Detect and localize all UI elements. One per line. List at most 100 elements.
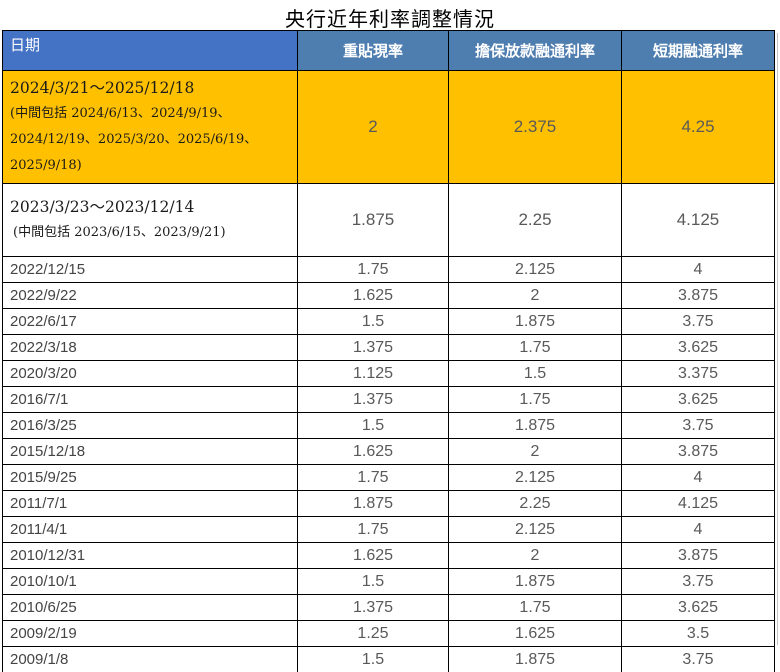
table-row: 2015/12/18 1.625 2 3.875 <box>2 438 775 465</box>
secured-loan-rate-cell: 2.125 <box>448 516 622 543</box>
rediscount-rate-cell: 1.5 <box>297 412 449 439</box>
col-header-date: 日期 <box>2 30 298 71</box>
secured-loan-rate-cell: 2.125 <box>448 464 622 491</box>
date-range: 2023/3/23～2023/12/14 <box>10 198 195 216</box>
rediscount-rate-cell: 1.5 <box>297 568 449 595</box>
secured-loan-rate-cell: 2 <box>448 282 622 309</box>
short-term-rate-cell: 3.875 <box>621 542 775 569</box>
rates-table: 日期 重貼現率 擔保放款融通利率 短期融通利率 2024/3/21～2025/1… <box>2 30 775 672</box>
table-row: 2020/3/20 1.125 1.5 3.375 <box>2 360 775 387</box>
rediscount-rate-cell: 1.75 <box>297 516 449 543</box>
table-row: 2022/6/17 1.5 1.875 3.75 <box>2 308 775 335</box>
table-row: 2022/3/18 1.375 1.75 3.625 <box>2 334 775 361</box>
short-term-rate-cell: 3.75 <box>621 308 775 335</box>
secured-loan-rate-cell: 1.75 <box>448 334 622 361</box>
short-term-rate-cell: 4 <box>621 516 775 543</box>
table-row: 2010/12/31 1.625 2 3.875 <box>2 542 775 569</box>
table-row: 2009/1/8 1.5 1.875 3.75 <box>2 646 775 672</box>
rediscount-rate-cell: 1.375 <box>297 334 449 361</box>
secured-loan-rate-cell: 1.75 <box>448 386 622 413</box>
table-row: 2016/7/1 1.375 1.75 3.625 <box>2 386 775 413</box>
date-cell: 2011/4/1 <box>2 516 298 543</box>
date-cell: 2010/10/1 <box>2 568 298 595</box>
table-row: 2015/9/25 1.75 2.125 4 <box>2 464 775 491</box>
rediscount-rate-cell: 1.75 <box>297 256 449 283</box>
table-row: 2010/10/1 1.5 1.875 3.75 <box>2 568 775 595</box>
short-term-rate-cell: 3.75 <box>621 568 775 595</box>
short-term-rate-cell: 3.625 <box>621 594 775 621</box>
date-cell: 2022/12/15 <box>2 256 298 283</box>
date-cell: 2015/9/25 <box>2 464 298 491</box>
rediscount-rate-cell: 2 <box>297 70 449 184</box>
table-row-2024-period: 2024/3/21～2025/12/18 (中間包括 2024/6/13、202… <box>2 70 775 184</box>
rediscount-rate-cell: 1.625 <box>297 542 449 569</box>
date-cell: 2020/3/20 <box>2 360 298 387</box>
date-cell: 2024/3/21～2025/12/18 (中間包括 2024/6/13、202… <box>2 70 298 184</box>
short-term-rate-cell: 3.625 <box>621 386 775 413</box>
rediscount-rate-cell: 1.25 <box>297 620 449 647</box>
table-row: 2022/9/22 1.625 2 3.875 <box>2 282 775 309</box>
secured-loan-rate-cell: 1.875 <box>448 568 622 595</box>
table-row: 2011/4/1 1.75 2.125 4 <box>2 516 775 543</box>
table-row-2023-period: 2023/3/23～2023/12/14 (中間包括 2023/6/15、202… <box>2 183 775 257</box>
table-outer-edge-line <box>777 33 778 645</box>
rate-rows: 2024/3/21～2025/12/18 (中間包括 2024/6/13、202… <box>2 70 775 672</box>
short-term-rate-cell: 4.25 <box>621 70 775 184</box>
date-note: (中間包括 2024/6/13、2024/9/19、2024/12/19、202… <box>10 106 258 173</box>
table-row: 2016/3/25 1.5 1.875 3.75 <box>2 412 775 439</box>
date-cell: 2022/6/17 <box>2 308 298 335</box>
short-term-rate-cell: 4.125 <box>621 183 775 257</box>
secured-loan-rate-cell: 1.875 <box>448 646 622 672</box>
secured-loan-rate-cell: 1.625 <box>448 620 622 647</box>
secured-loan-rate-cell: 1.5 <box>448 360 622 387</box>
secured-loan-rate-cell: 2 <box>448 438 622 465</box>
rediscount-rate-cell: 1.625 <box>297 282 449 309</box>
table-row: 2011/7/1 1.875 2.25 4.125 <box>2 490 775 517</box>
date-cell: 2009/1/8 <box>2 646 298 672</box>
date-cell: 2011/7/1 <box>2 490 298 517</box>
date-cell: 2022/9/22 <box>2 282 298 309</box>
page-title: 央行近年利率調整情況 <box>285 7 495 31</box>
col-header-short-term-rate: 短期融通利率 <box>621 30 775 71</box>
date-cell: 2023/3/23～2023/12/14 (中間包括 2023/6/15、202… <box>2 183 298 257</box>
rediscount-rate-cell: 1.125 <box>297 360 449 387</box>
rediscount-rate-cell: 1.625 <box>297 438 449 465</box>
date-range: 2024/3/21～2025/12/18 <box>10 79 195 97</box>
table-row: 2010/6/25 1.375 1.75 3.625 <box>2 594 775 621</box>
date-cell: 2009/2/19 <box>2 620 298 647</box>
rediscount-rate-cell: 1.875 <box>297 490 449 517</box>
short-term-rate-cell: 3.625 <box>621 334 775 361</box>
secured-loan-rate-cell: 2.25 <box>448 183 622 257</box>
date-cell: 2010/12/31 <box>2 542 298 569</box>
col-header-rediscount-rate: 重貼現率 <box>297 30 449 71</box>
date-cell: 2015/12/18 <box>2 438 298 465</box>
rediscount-rate-cell: 1.875 <box>297 183 449 257</box>
table-row: 2009/2/19 1.25 1.625 3.5 <box>2 620 775 647</box>
rediscount-rate-cell: 1.75 <box>297 464 449 491</box>
short-term-rate-cell: 3.75 <box>621 646 775 672</box>
short-term-rate-cell: 4 <box>621 256 775 283</box>
date-note: (中間包括 2023/6/15、2023/9/21) <box>13 225 226 240</box>
date-cell: 2016/7/1 <box>2 386 298 413</box>
secured-loan-rate-cell: 1.875 <box>448 412 622 439</box>
short-term-rate-cell: 3.5 <box>621 620 775 647</box>
short-term-rate-cell: 3.375 <box>621 360 775 387</box>
short-term-rate-cell: 3.75 <box>621 412 775 439</box>
date-cell: 2022/3/18 <box>2 334 298 361</box>
secured-loan-rate-cell: 2.375 <box>448 70 622 184</box>
date-cell: 2010/6/25 <box>2 594 298 621</box>
secured-loan-rate-cell: 2.125 <box>448 256 622 283</box>
short-term-rate-cell: 3.875 <box>621 438 775 465</box>
secured-loan-rate-cell: 2 <box>448 542 622 569</box>
short-term-rate-cell: 4.125 <box>621 490 775 517</box>
header-row: 日期 重貼現率 擔保放款融通利率 短期融通利率 <box>2 30 775 71</box>
rediscount-rate-cell: 1.5 <box>297 646 449 672</box>
rediscount-rate-cell: 1.375 <box>297 594 449 621</box>
rediscount-rate-cell: 1.5 <box>297 308 449 335</box>
date-cell: 2016/3/25 <box>2 412 298 439</box>
secured-loan-rate-cell: 1.875 <box>448 308 622 335</box>
short-term-rate-cell: 3.875 <box>621 282 775 309</box>
rediscount-rate-cell: 1.375 <box>297 386 449 413</box>
short-term-rate-cell: 4 <box>621 464 775 491</box>
